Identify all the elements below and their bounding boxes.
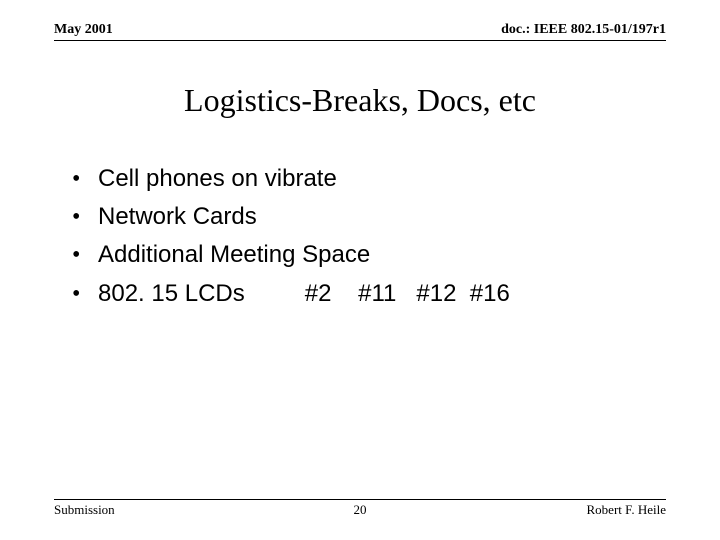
footer-left: Submission xyxy=(54,502,115,518)
list-item: • Additional Meeting Space xyxy=(72,236,666,274)
list-item: • Cell phones on vibrate xyxy=(72,160,666,198)
bullet-text: Network Cards xyxy=(98,198,257,235)
bullet-text: Cell phones on vibrate xyxy=(98,160,337,197)
header-date: May 2001 xyxy=(54,22,113,38)
list-item: • 802. 15 LCDs #2 #11 #12 #16 xyxy=(72,275,666,313)
bullet-dot-icon: • xyxy=(72,161,98,198)
bullet-dot-icon: • xyxy=(72,276,98,313)
header-doc-number: doc.: IEEE 802.15-01/197r1 xyxy=(501,22,666,38)
footer-author: Robert F. Heile xyxy=(587,502,666,518)
bullet-text: 802. 15 LCDs #2 #11 #12 #16 xyxy=(98,275,510,312)
bullet-text: Additional Meeting Space xyxy=(98,236,370,273)
slide-title: Logistics-Breaks, Docs, etc xyxy=(0,82,720,119)
bullet-dot-icon: • xyxy=(72,199,98,236)
header-bar: May 2001 doc.: IEEE 802.15-01/197r1 xyxy=(54,22,666,41)
footer-bar: Submission 20 Robert F. Heile xyxy=(54,499,666,518)
bullet-list: • Cell phones on vibrate • Network Cards… xyxy=(72,160,666,313)
bullet-dot-icon: • xyxy=(72,237,98,274)
footer-page-number: 20 xyxy=(354,502,367,518)
list-item: • Network Cards xyxy=(72,198,666,236)
